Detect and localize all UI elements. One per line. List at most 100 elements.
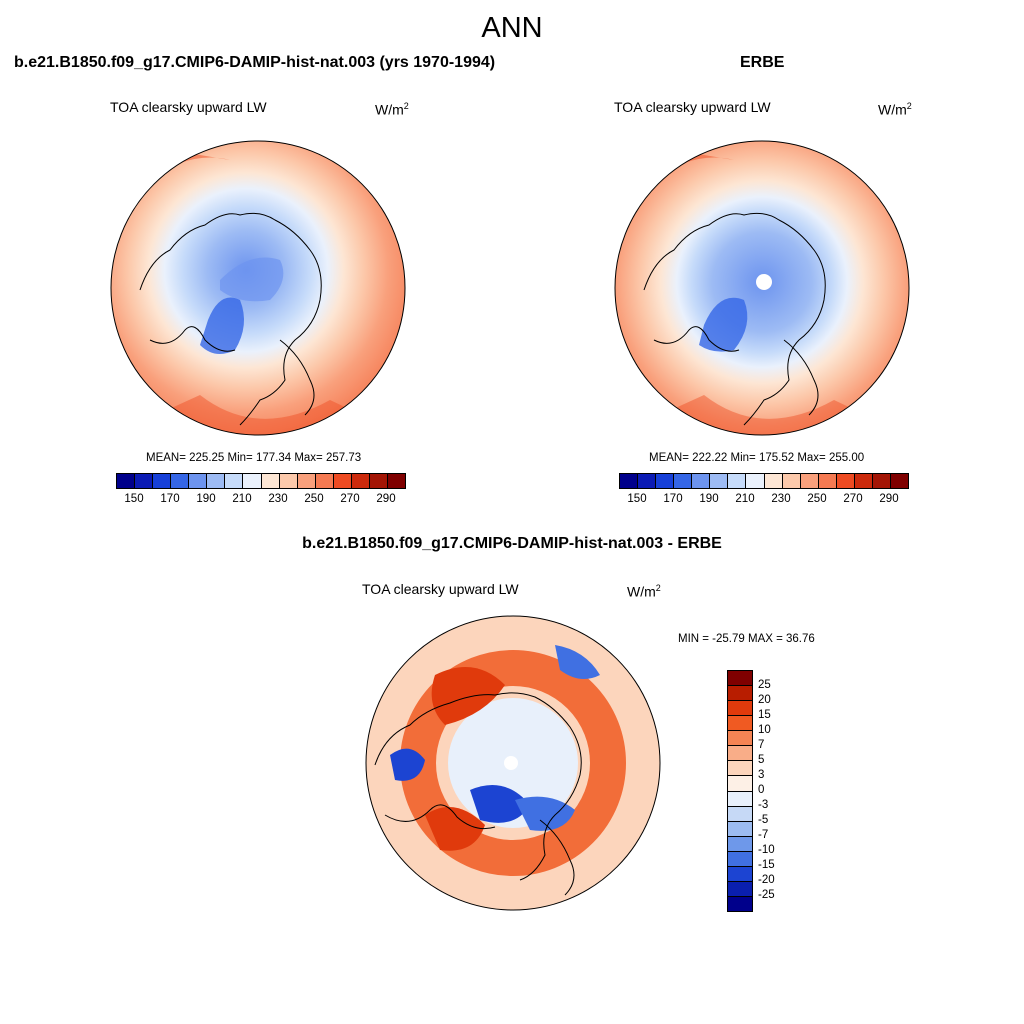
obs-variable-label: TOA clearsky upward LW bbox=[614, 99, 771, 115]
colorbar-swatch bbox=[746, 474, 765, 488]
diff-panel-title: b.e21.B1850.f09_g17.CMIP6-DAMIP-hist-nat… bbox=[302, 535, 722, 552]
model-polar-map bbox=[110, 140, 406, 436]
model-panel-title: b.e21.B1850.f09_g17.CMIP6-DAMIP-hist-nat… bbox=[14, 54, 496, 71]
coastline bbox=[643, 212, 826, 426]
colorbar-swatch bbox=[728, 686, 752, 702]
colorbar-tick-label: 250 bbox=[304, 493, 324, 505]
colorbar-swatch bbox=[710, 474, 729, 488]
colorbar-tick-label: -5 bbox=[758, 814, 769, 826]
colorbar-swatch bbox=[728, 896, 752, 911]
colorbar-swatch bbox=[728, 731, 752, 747]
diff-variable-label: TOA clearsky upward LW bbox=[362, 581, 519, 597]
cold-region-north-america bbox=[470, 785, 530, 823]
colorbar-swatch bbox=[387, 474, 405, 488]
colorbar-swatch bbox=[890, 474, 908, 488]
colorbar-swatch bbox=[728, 791, 752, 807]
colorbar-tick-label: -3 bbox=[758, 799, 769, 811]
diff-colorbar bbox=[727, 670, 753, 912]
colorbar-swatch bbox=[225, 474, 244, 488]
colorbar-swatch bbox=[261, 474, 280, 488]
colorbar-swatch bbox=[836, 474, 855, 488]
model-units-label: W/m2 bbox=[375, 101, 409, 118]
colorbar-tick-label: 270 bbox=[843, 493, 863, 505]
colorbar-tick-label: 5 bbox=[758, 754, 765, 766]
colorbar-swatch bbox=[243, 474, 262, 488]
cold-region-siberia bbox=[515, 796, 575, 831]
cold-region-arctic bbox=[220, 257, 284, 302]
colorbar-tick-label: 150 bbox=[627, 493, 647, 505]
colorbar-swatch bbox=[369, 474, 388, 488]
colorbar-swatch bbox=[728, 701, 752, 717]
colorbar-tick-label: 290 bbox=[376, 493, 396, 505]
main-title: ANN bbox=[481, 12, 543, 44]
model-stats: MEAN= 225.25 Min= 177.34 Max= 257.73 bbox=[146, 452, 362, 464]
colorbar-swatch bbox=[351, 474, 370, 488]
diff-units-label: W/m2 bbox=[627, 583, 661, 600]
colorbar-tick-label: 270 bbox=[340, 493, 360, 505]
colorbar-tick-label: 25 bbox=[758, 679, 771, 691]
colorbar-swatch bbox=[818, 474, 837, 488]
obs-units-label: W/m2 bbox=[878, 101, 912, 118]
colorbar-tick-label: 20 bbox=[758, 694, 771, 706]
colorbar-tick-label: 290 bbox=[879, 493, 899, 505]
obs-colorbar bbox=[619, 473, 909, 489]
colorbar-swatch bbox=[728, 851, 752, 867]
colorbar-swatch bbox=[315, 474, 334, 488]
colorbar-swatch bbox=[728, 836, 752, 852]
colorbar-tick-label: 170 bbox=[160, 493, 180, 505]
model-variable-label: TOA clearsky upward LW bbox=[110, 99, 267, 115]
colorbar-swatch bbox=[638, 474, 657, 488]
diff-stats: MIN = -25.79 MAX = 36.76 bbox=[678, 633, 815, 645]
colorbar-tick-label: 210 bbox=[735, 493, 755, 505]
colorbar-swatch bbox=[728, 746, 752, 762]
colorbar-swatch bbox=[117, 474, 136, 488]
colorbar-tick-label: 170 bbox=[663, 493, 683, 505]
colorbar-swatch bbox=[674, 474, 693, 488]
obs-polar-map bbox=[614, 140, 910, 436]
cold-region-greenland bbox=[200, 297, 244, 354]
cold-region-greenland bbox=[699, 297, 748, 352]
polar-hole bbox=[756, 274, 772, 290]
colorbar-tick-label: 0 bbox=[758, 784, 765, 796]
colorbar-swatch bbox=[620, 474, 639, 488]
cold-region-northeast bbox=[555, 645, 600, 679]
colorbar-swatch bbox=[854, 474, 873, 488]
warm-region-southwest bbox=[425, 807, 485, 851]
colorbar-swatch bbox=[728, 761, 752, 777]
colorbar-tick-label: 10 bbox=[758, 724, 771, 736]
colorbar-swatch bbox=[728, 716, 752, 732]
colorbar-tick-label: 3 bbox=[758, 769, 765, 781]
colorbar-swatch bbox=[728, 821, 752, 837]
diff-polar-map bbox=[365, 615, 661, 911]
coastline bbox=[139, 212, 322, 426]
colorbar-tick-label: 230 bbox=[268, 493, 288, 505]
colorbar-tick-label: 15 bbox=[758, 709, 771, 721]
colorbar-swatch bbox=[333, 474, 352, 488]
colorbar-swatch bbox=[728, 776, 752, 792]
warm-region-west bbox=[431, 667, 505, 725]
colorbar-swatch bbox=[207, 474, 226, 488]
colorbar-tick-label: -20 bbox=[758, 874, 775, 886]
colorbar-swatch bbox=[728, 671, 752, 687]
colorbar-swatch bbox=[728, 806, 752, 822]
colorbar-swatch bbox=[135, 474, 154, 488]
colorbar-tick-label: 7 bbox=[758, 739, 765, 751]
colorbar-swatch bbox=[764, 474, 783, 488]
colorbar-tick-label: -15 bbox=[758, 859, 775, 871]
colorbar-swatch bbox=[656, 474, 675, 488]
colorbar-tick-label: -25 bbox=[758, 889, 775, 901]
colorbar-swatch bbox=[872, 474, 891, 488]
colorbar-tick-label: 190 bbox=[196, 493, 216, 505]
coastline bbox=[374, 692, 582, 896]
obs-stats: MEAN= 222.22 Min= 175.52 Max= 255.00 bbox=[649, 452, 865, 464]
obs-panel-title: ERBE bbox=[740, 54, 785, 71]
colorbar-swatch bbox=[728, 866, 752, 882]
colorbar-swatch bbox=[297, 474, 316, 488]
colorbar-swatch bbox=[782, 474, 801, 488]
colorbar-swatch bbox=[728, 474, 747, 488]
colorbar-swatch bbox=[189, 474, 208, 488]
colorbar-swatch bbox=[692, 474, 711, 488]
colorbar-swatch bbox=[171, 474, 190, 488]
polar-hole bbox=[504, 756, 518, 770]
colorbar-tick-label: -10 bbox=[758, 844, 775, 856]
